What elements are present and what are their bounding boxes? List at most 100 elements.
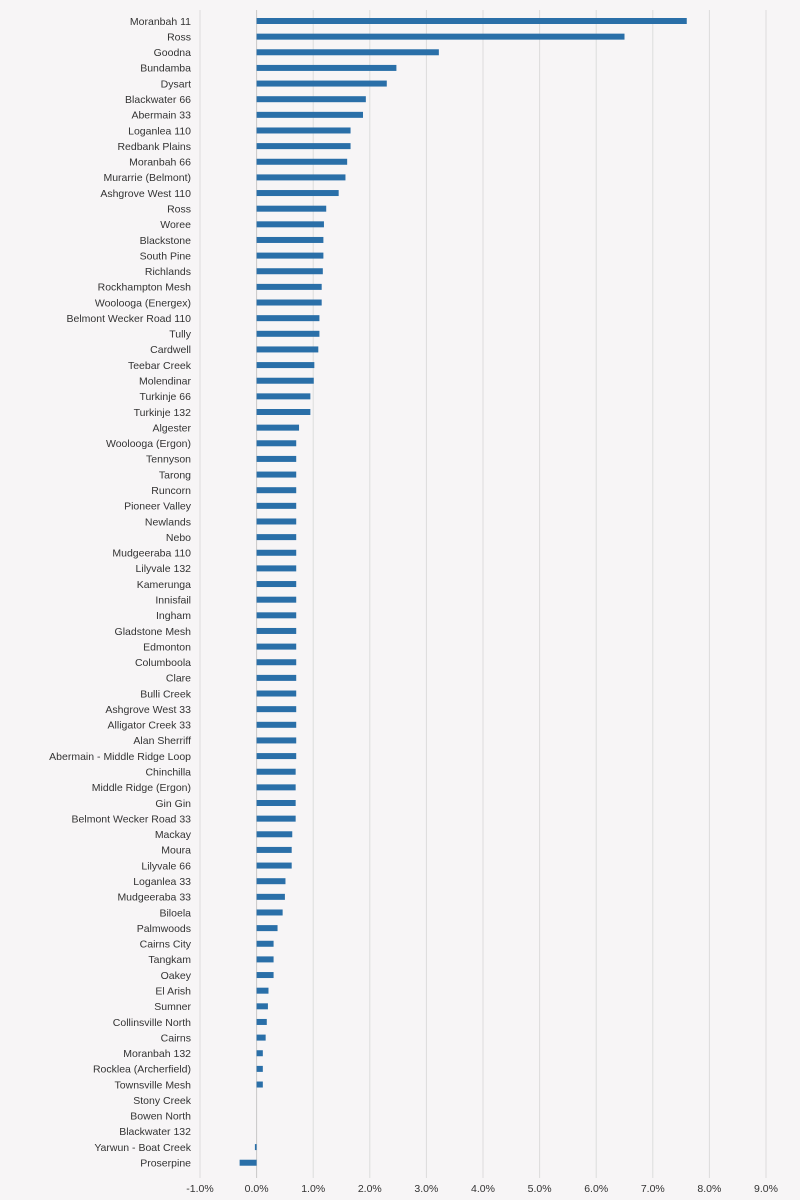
category-label: Alan Sherriff <box>133 735 191 747</box>
bar <box>256 283 322 290</box>
category-label: Ross <box>167 203 191 215</box>
category-label: Ashgrove West 33 <box>105 704 191 716</box>
category-label: Algester <box>152 422 191 434</box>
bar <box>256 49 439 56</box>
category-label: Innisfail <box>155 594 191 606</box>
bar <box>254 1144 257 1151</box>
category-label: Cairns City <box>140 939 192 951</box>
category-label: Murarrie (Belmont) <box>103 172 191 184</box>
category-label: Cardwell <box>150 344 191 356</box>
category-label: Mackay <box>155 829 192 841</box>
category-label: Middle Ridge (Ergon) <box>92 782 191 794</box>
x-tick-label: 6.0% <box>584 1183 608 1195</box>
category-label: Moranbah 132 <box>123 1048 191 1060</box>
bar <box>256 800 296 806</box>
bar <box>256 1003 268 1010</box>
bar <box>256 346 319 353</box>
bar <box>256 127 351 134</box>
bar <box>256 33 625 40</box>
category-label: Clare <box>166 673 191 685</box>
category-label: Ingham <box>156 610 191 622</box>
category-label: Yarwun - Boat Creek <box>94 1142 191 1154</box>
category-label: Chinchilla <box>145 767 191 779</box>
category-label: Collinsville North <box>113 1017 191 1029</box>
category-label: Richlands <box>145 266 191 278</box>
bar <box>256 627 297 634</box>
category-label: Rockhampton Mesh <box>98 282 192 294</box>
bar <box>256 409 311 415</box>
bar <box>256 440 297 447</box>
category-label: Nebo <box>166 532 191 544</box>
x-tick-label: 3.0% <box>414 1183 438 1195</box>
bar <box>256 518 297 525</box>
category-label: Goodna <box>154 47 192 59</box>
bar <box>256 925 278 932</box>
bar <box>256 565 297 572</box>
category-label: Gin Gin <box>155 798 191 810</box>
category-label: Lilyvale 132 <box>136 563 192 575</box>
category-label: Woolooga (Ergon) <box>106 438 191 450</box>
bar <box>256 455 297 462</box>
category-label: Dysart <box>161 78 191 90</box>
category-label: Bowen North <box>130 1111 191 1123</box>
bar <box>256 1018 267 1025</box>
bar <box>256 158 348 165</box>
category-label: Moranbah 11 <box>130 16 191 28</box>
category-label: Ashgrove West 110 <box>100 188 191 200</box>
category-label: Sumner <box>154 1001 191 1013</box>
bar <box>256 753 297 760</box>
category-labels: Moranbah 11 Ross Goodna Bundamba Dysart Black… <box>49 16 192 1170</box>
bar <box>256 534 297 541</box>
category-label: Runcorn <box>151 485 191 497</box>
bar <box>256 236 324 243</box>
bar <box>256 487 297 494</box>
bar <box>256 581 297 588</box>
category-label: Tarong <box>159 469 191 481</box>
bar <box>256 846 292 853</box>
category-label: Palmwoods <box>137 923 191 935</box>
bar <box>256 674 297 681</box>
bar <box>256 1081 263 1088</box>
x-tick-label: -1.0% <box>186 1183 213 1195</box>
bar <box>256 721 297 728</box>
category-label: Proserpine <box>140 1158 191 1170</box>
x-tick-label: 5.0% <box>528 1183 552 1195</box>
category-label: Gladstone Mesh <box>115 626 192 638</box>
bar <box>256 143 351 150</box>
category-label: Redbank Plains <box>117 141 191 153</box>
category-label: Tully <box>169 329 192 341</box>
bar <box>256 878 286 885</box>
bar <box>256 909 283 916</box>
category-label: Loganlea 33 <box>133 876 191 888</box>
category-label: Columboola <box>135 657 191 669</box>
category-label: Woree <box>160 219 191 231</box>
category-label: Townsville Mesh <box>115 1079 192 1091</box>
bar <box>256 424 300 431</box>
bar <box>256 690 297 697</box>
category-label: Tennyson <box>146 454 191 466</box>
category-label: Woolooga (Energex) <box>95 297 191 309</box>
category-label: Mudgeeraba 110 <box>112 548 191 560</box>
category-label: Moura <box>161 845 191 857</box>
category-label: Blackwater 66 <box>125 94 191 106</box>
category-label: Loganlea 110 <box>128 125 191 137</box>
x-tick-label: 7.0% <box>641 1183 665 1195</box>
category-label: Abermain 33 <box>131 110 191 122</box>
bar <box>256 596 297 603</box>
category-label: Ross <box>167 31 191 43</box>
bar <box>256 205 327 212</box>
bar <box>256 268 323 275</box>
category-label: Abermain - Middle Ridge Loop <box>49 751 191 763</box>
gridlines <box>199 10 767 1178</box>
bar <box>256 96 366 103</box>
category-label: Mudgeeraba 33 <box>117 892 191 904</box>
bar <box>256 956 274 963</box>
category-label: Belmont Wecker Road 33 <box>72 813 192 825</box>
category-label: Molendinar <box>139 376 191 388</box>
category-label: Teebar Creek <box>128 360 192 372</box>
bar <box>256 330 320 337</box>
bar <box>256 643 297 650</box>
category-label: Alligator Creek 33 <box>108 720 192 732</box>
bar <box>256 972 274 979</box>
